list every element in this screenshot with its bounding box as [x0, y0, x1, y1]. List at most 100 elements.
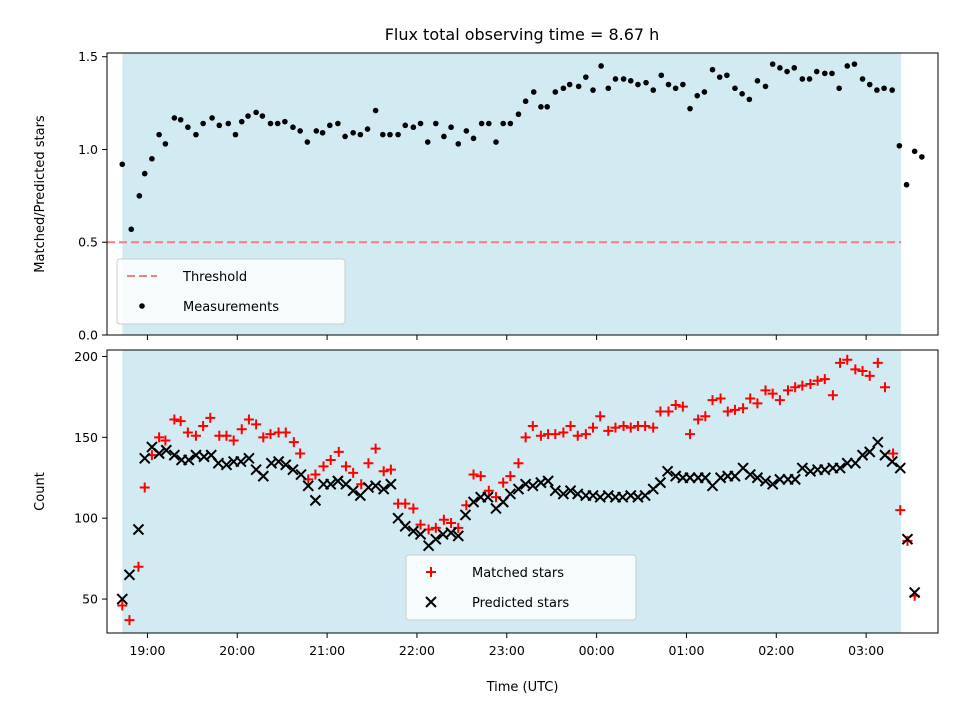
legend: Threshold Measurements	[116, 258, 346, 325]
matched-star-point	[182, 427, 193, 438]
x-axis-label: Time (UTC)	[486, 680, 559, 695]
predicted-star-point	[414, 528, 427, 541]
measurement-point	[274, 120, 281, 127]
ratio-panel-plot-area	[107, 61, 925, 244]
matched-star-point	[700, 411, 711, 422]
predicted-star-point	[557, 488, 570, 500]
legend-box	[116, 258, 346, 325]
measurement-point	[387, 131, 393, 138]
x-tick-label: 01:00	[668, 643, 704, 658]
matched-star-point	[446, 518, 457, 529]
measurement-point	[304, 139, 311, 145]
matched-star-point	[498, 477, 509, 488]
predicted-star-point	[116, 593, 128, 605]
matched-star-point	[685, 429, 696, 440]
measurement-point	[149, 155, 155, 162]
y-tick-label: 1.5	[78, 49, 98, 64]
matched-star-point	[154, 432, 165, 443]
measurement-point	[739, 91, 745, 97]
predicted-star-point	[564, 484, 577, 497]
matched-star-point	[475, 471, 486, 482]
matched-star-point	[550, 429, 561, 440]
measurement-point	[687, 105, 693, 112]
measurement-point	[350, 129, 356, 136]
measurement-point	[799, 76, 806, 82]
measurement-point	[364, 126, 371, 132]
measurement-point	[245, 113, 251, 119]
predicted-star-point	[796, 462, 809, 474]
measurement-point	[627, 78, 634, 84]
count-panel-plot-area	[116, 354, 921, 626]
matched-star-point	[857, 366, 868, 377]
measurement-point	[216, 122, 223, 129]
measurement-point	[881, 85, 887, 92]
matched-star-point	[288, 437, 299, 448]
matched-star-point	[663, 406, 674, 417]
measurement-point	[590, 87, 596, 93]
measurement-point	[200, 120, 206, 127]
matched-star-point	[805, 378, 816, 389]
matched-star-point	[265, 429, 276, 440]
figure-title: Flux total observing time = 8.67 h	[385, 25, 660, 44]
matched-star-point	[782, 385, 793, 396]
x-tick-label: 03:00	[848, 643, 884, 658]
matched-star-point	[670, 399, 681, 410]
matched-star-point	[340, 461, 351, 472]
matched-star-point	[580, 429, 591, 440]
predicted-star-point	[841, 457, 853, 469]
predicted-star-point	[280, 459, 292, 471]
x-tick-label: 00:00	[579, 643, 615, 658]
measurement-point	[417, 120, 424, 127]
matched-star-point	[221, 430, 232, 441]
measurement-point	[851, 61, 858, 67]
x-tick-label: 19:00	[129, 643, 165, 658]
matched-star-point	[228, 435, 239, 446]
legend-predicted-swatch	[425, 596, 437, 608]
series-predicted-stars	[116, 436, 921, 605]
measurement-point	[583, 74, 589, 80]
matched-star-point	[872, 357, 883, 368]
matched-star-point	[774, 395, 785, 406]
predicted-star-point	[168, 449, 181, 461]
measurement-point	[232, 131, 239, 138]
x-tick-label: 02:00	[758, 643, 794, 658]
measurement-point	[185, 124, 191, 131]
predicted-star-point	[759, 475, 772, 487]
legend-matched-swatch	[426, 567, 436, 577]
matched-star-point	[139, 482, 150, 493]
matched-star-point	[363, 458, 374, 469]
y-tick-label: 200	[74, 349, 98, 364]
predicted-star-point	[894, 462, 906, 474]
predicted-star-point	[654, 476, 667, 489]
matched-star-point	[438, 514, 449, 525]
matched-star-point	[722, 406, 733, 417]
matched-star-point	[280, 427, 291, 438]
matched-star-point	[295, 448, 306, 459]
measurement-point	[829, 70, 835, 77]
x-tick-label: 23:00	[489, 643, 525, 658]
count-panel-frame	[106, 349, 939, 634]
matched-star-point	[408, 503, 419, 514]
matched-star-point	[819, 374, 830, 385]
matched-star-point	[415, 519, 426, 530]
measurement-point	[903, 181, 910, 188]
legend: Matched stars Predicted stars	[405, 554, 637, 621]
measurement-point	[335, 120, 341, 127]
measurement-point	[806, 76, 813, 82]
matched-star-point	[572, 430, 583, 441]
measurement-point	[282, 118, 288, 125]
matched-star-point	[715, 393, 726, 404]
measurement-point	[919, 154, 925, 160]
matched-star-point	[310, 469, 321, 480]
matched-star-point	[677, 401, 688, 412]
count-panel: 19:00 20:00 21:00 22:00 23:00 00:00 01:00 02:00…	[33, 349, 939, 695]
matched-star-point	[430, 522, 441, 533]
measurement-point	[911, 148, 918, 155]
predicted-star-point	[369, 480, 382, 492]
matched-star-point	[243, 414, 254, 425]
matched-star-point	[693, 414, 704, 425]
matched-star-point	[527, 421, 538, 432]
measurement-point	[141, 170, 148, 177]
y-tick-label: 1.0	[78, 142, 98, 157]
